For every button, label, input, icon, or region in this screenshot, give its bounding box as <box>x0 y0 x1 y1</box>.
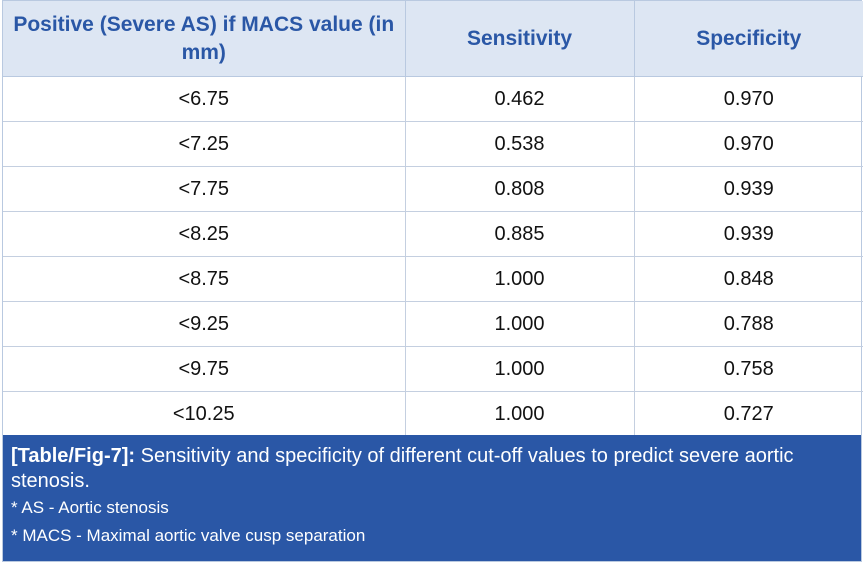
table-row: <7.75 0.808 0.939 <box>3 166 863 212</box>
caption-text-block: [Table/Fig-7]: Sensitivity and specifici… <box>11 444 851 494</box>
cell-cutoff: <9.75 <box>3 346 406 392</box>
cell-specificity: 0.848 <box>634 256 863 302</box>
cell-sensitivity: 0.808 <box>405 166 635 212</box>
cell-sensitivity: 0.885 <box>405 211 635 257</box>
caption-description: Sensitivity and specificity of different… <box>11 445 794 492</box>
table-row: <9.75 1.000 0.758 <box>3 346 863 392</box>
cell-sensitivity: 1.000 <box>405 391 635 436</box>
cell-sensitivity: 1.000 <box>405 256 635 302</box>
cell-specificity: 0.939 <box>634 166 863 212</box>
cell-specificity: 0.939 <box>634 211 863 257</box>
cell-cutoff: <8.25 <box>3 211 406 257</box>
table-row: <8.75 1.000 0.848 <box>3 256 863 302</box>
sensitivity-specificity-table: Positive (Severe AS) if MACS value (in m… <box>3 1 863 436</box>
table-row: <7.25 0.538 0.970 <box>3 121 863 167</box>
cell-cutoff: <7.75 <box>3 166 406 212</box>
table-row: <9.25 1.000 0.788 <box>3 301 863 347</box>
cell-specificity: 0.727 <box>723 402 774 425</box>
cell-sensitivity: 1.000 <box>405 346 635 392</box>
caption-label: [Table/Fig-7]: <box>11 445 136 467</box>
table-row: <6.75 0.462 0.970 <box>3 76 863 122</box>
cell-specificity: 0.970 <box>634 76 863 122</box>
cell-cutoff: <10.25 <box>3 391 406 436</box>
cell-cutoff: <7.25 <box>3 121 406 167</box>
header-macs-value: Positive (Severe AS) if MACS value (in m… <box>3 1 406 77</box>
cell-sensitivity: 1.000 <box>405 301 635 347</box>
footnote-macs: * MACS - Maximal aortic valve cusp separ… <box>11 526 366 545</box>
header-sensitivity: Sensitivity <box>405 1 635 77</box>
header-specificity: Specificity <box>634 1 863 77</box>
cell-cutoff: <6.75 <box>3 76 406 122</box>
cell-sensitivity: 0.538 <box>405 121 635 167</box>
footnote-as: * AS - Aortic stenosis <box>11 498 169 517</box>
cell-specificity: 0.970 <box>634 121 863 167</box>
cell-specificity: 0.788 <box>634 301 863 347</box>
cell-specificity: 0.758 <box>634 346 863 392</box>
cell-cutoff: <9.25 <box>3 301 406 347</box>
table-row: <10.25 1.000 0.727 <box>3 391 863 436</box>
table-header-row: Positive (Severe AS) if MACS value (in m… <box>3 1 863 77</box>
cell-cutoff: <8.75 <box>3 256 406 302</box>
cell-sensitivity: 0.462 <box>405 76 635 122</box>
table-row: <8.25 0.885 0.939 <box>3 211 863 257</box>
table-caption: [Table/Fig-7]: Sensitivity and specifici… <box>3 435 861 561</box>
